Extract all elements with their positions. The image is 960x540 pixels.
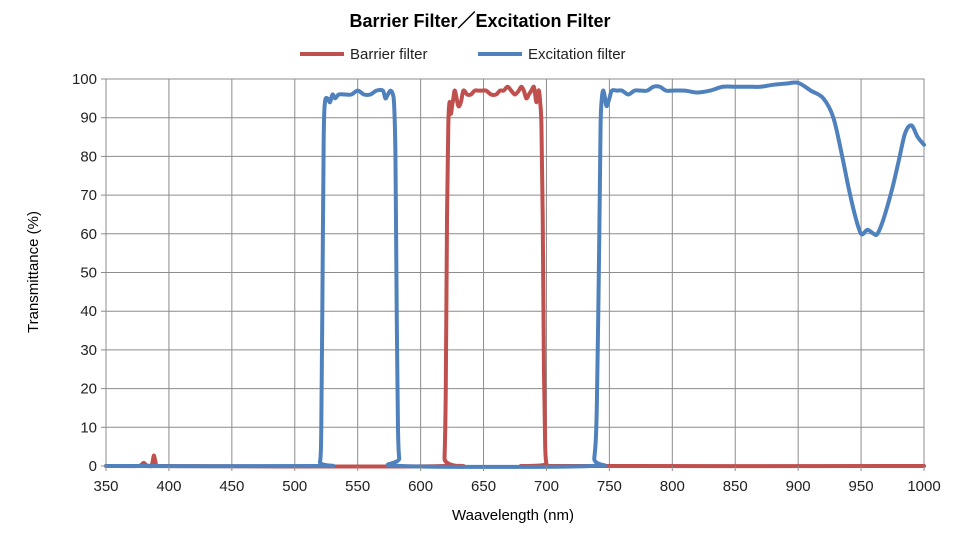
y-tick-label: 90 <box>80 110 97 127</box>
x-axis-title: Waavelength (nm) <box>452 507 574 524</box>
series-line-barrier-filter <box>104 84 926 469</box>
y-tick-label: 20 <box>80 381 97 398</box>
y-tick-label: 40 <box>80 303 97 320</box>
x-tick-label: 500 <box>282 478 307 495</box>
x-tick-label: 950 <box>849 478 874 495</box>
y-tick-label: 30 <box>80 342 97 359</box>
legend: Barrier filter Excitation filter <box>300 46 626 63</box>
x-tick-label: 650 <box>471 478 496 495</box>
y-tick-label: 50 <box>80 265 97 282</box>
x-tick-label: 750 <box>597 478 622 495</box>
legend-label-excitation-filter: Excitation filter <box>528 46 626 63</box>
x-tick-label: 1000 <box>907 478 940 495</box>
y-tick-label: 100 <box>72 71 97 88</box>
y-tick-label: 70 <box>80 187 97 204</box>
y-tick-label: 60 <box>80 226 97 243</box>
x-tick-label: 450 <box>219 478 244 495</box>
x-tick-label: 350 <box>93 478 118 495</box>
y-tick-label: 0 <box>89 458 97 475</box>
x-tick-label: 900 <box>786 478 811 495</box>
x-tick-label: 800 <box>660 478 685 495</box>
y-axis-title: Transmittance (%) <box>25 211 42 333</box>
series-lines <box>104 80 926 469</box>
legend-label-barrier-filter: Barrier filter <box>350 46 428 63</box>
x-tick-label: 550 <box>345 478 370 495</box>
chart-title: Barrier Filter／Excitation Filter <box>349 11 610 31</box>
grid <box>105 78 925 467</box>
y-tick-label: 80 <box>80 148 97 165</box>
x-tick-label: 600 <box>408 478 433 495</box>
x-tick-label: 850 <box>723 478 748 495</box>
x-tick-label: 400 <box>156 478 181 495</box>
series-line-excitation-filter <box>104 80 926 469</box>
y-tick-label: 10 <box>80 419 97 436</box>
axes: 0 10 20 30 40 50 60 70 80 90 100 350 400 450 500 550 600… <box>72 71 941 495</box>
x-tick-label: 700 <box>534 478 559 495</box>
